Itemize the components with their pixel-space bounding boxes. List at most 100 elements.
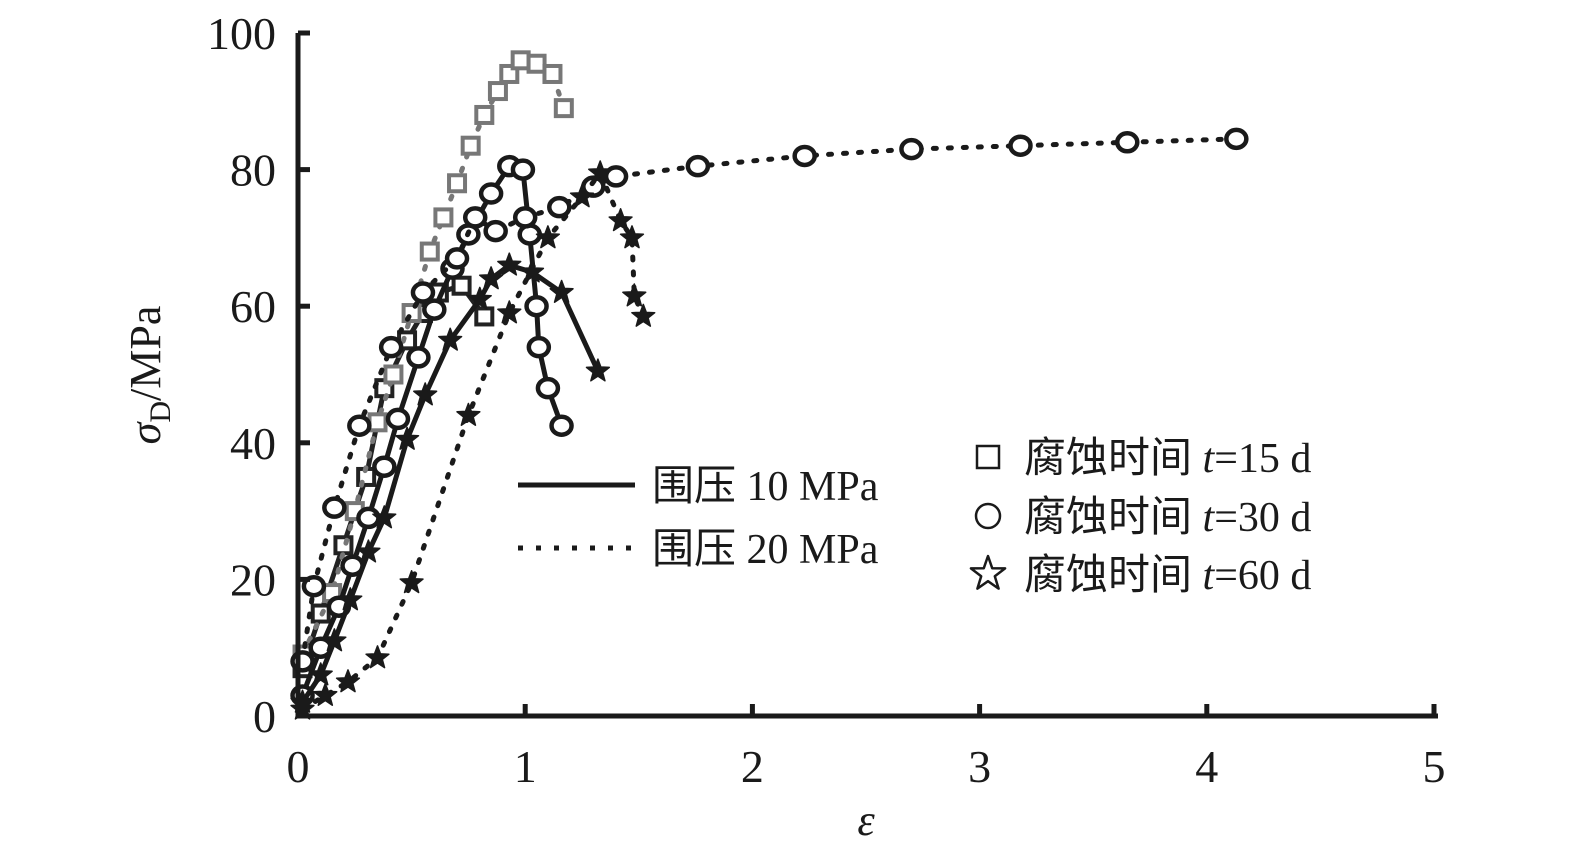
data-point-square xyxy=(383,364,404,385)
data-point-star xyxy=(413,382,438,406)
data-point-star xyxy=(335,669,361,693)
data-point-circle xyxy=(322,496,347,519)
legend-square-label: 腐蚀时间 t=15 d xyxy=(1024,435,1311,482)
data-point-circle xyxy=(792,144,817,168)
data-point-star xyxy=(622,283,647,307)
data-point-circle xyxy=(549,414,574,437)
data-point-circle xyxy=(347,414,372,437)
data-point-star xyxy=(399,570,424,594)
data-point-star xyxy=(467,286,492,310)
data-point-star xyxy=(365,645,390,669)
legend-star-prefix: 腐蚀时间 xyxy=(1024,552,1203,599)
data-point-circle xyxy=(899,137,924,161)
data-point-star xyxy=(619,225,645,249)
data-point-circle xyxy=(356,506,381,530)
x-tick-label: 1 xyxy=(514,741,537,792)
data-point-square xyxy=(460,135,481,156)
data-point-circle xyxy=(524,294,549,318)
legend-circle-var: t xyxy=(1203,495,1216,541)
y-ticks: 0 20 40 60 80 100 xyxy=(207,8,310,742)
legend-solid-label: 围压 10 MPa xyxy=(652,464,879,510)
data-point-square xyxy=(433,207,454,228)
data-point-square xyxy=(367,412,388,433)
legend-square-marker xyxy=(975,444,1001,470)
series-star-dotted xyxy=(290,160,656,720)
data-point-star xyxy=(478,266,504,290)
data-point-circle xyxy=(444,247,470,270)
legend-square-suffix: =15 d xyxy=(1214,436,1311,482)
y-axis-title: σD/MPa xyxy=(121,306,177,445)
data-point-star xyxy=(497,252,522,276)
series-circle-dotted xyxy=(290,127,1249,673)
data-point-circle xyxy=(535,376,561,400)
y-tick-label: 80 xyxy=(230,145,276,196)
x-ticks: 0 1 2 3 4 5 xyxy=(287,704,1446,792)
data-point-square xyxy=(474,306,495,327)
x-tick-label: 4 xyxy=(1195,741,1218,792)
x-axis-title: ε xyxy=(857,796,875,845)
data-point-star xyxy=(438,327,463,351)
data-point-square xyxy=(487,81,508,102)
data-point-square xyxy=(447,173,468,194)
data-point-star xyxy=(313,682,338,706)
data-point-circle xyxy=(378,335,404,359)
data-point-circle xyxy=(372,455,397,478)
legend-dotted-label: 围压 20 MPa xyxy=(652,527,879,573)
data-point-circle xyxy=(385,407,411,431)
series-square-dotted xyxy=(292,50,574,665)
legend-star-var: t xyxy=(1203,553,1216,599)
data-point-circle xyxy=(526,335,552,359)
data-point-star xyxy=(308,662,333,686)
data-point-circle xyxy=(483,219,508,243)
legend-markers: 腐蚀时间 t=15 d 腐蚀时间 t=30 d 腐蚀时间 t=60 d xyxy=(969,435,1311,599)
data-point-star xyxy=(585,358,611,382)
legend-line-styles: 围压 10 MPa 围压 20 MPa xyxy=(518,464,879,573)
y-axis-subscript: D xyxy=(144,401,177,423)
data-point-square xyxy=(510,50,531,71)
data-point-circle xyxy=(410,281,436,304)
data-point-square xyxy=(542,63,563,84)
y-tick-label: 20 xyxy=(230,554,276,605)
data-point-circle xyxy=(406,346,431,369)
legend-square-prefix: 腐蚀时间 xyxy=(1024,435,1203,482)
data-point-circle xyxy=(685,154,711,178)
y-axis-unit: /MPa xyxy=(121,306,170,401)
data-point-star xyxy=(456,402,481,426)
data-point-square xyxy=(451,275,472,296)
series-star-solid xyxy=(290,252,611,713)
data-point-circle xyxy=(512,206,538,229)
data-point-circle xyxy=(1115,131,1140,154)
legend-star-suffix: =60 d xyxy=(1214,553,1311,599)
plot-area xyxy=(290,50,1249,720)
data-point-square xyxy=(553,98,574,119)
axes: 0 1 2 3 4 5 0 20 40 60 80 100 xyxy=(207,8,1446,792)
data-point-circle xyxy=(510,158,536,181)
y-axis-symbol: σ xyxy=(121,420,170,444)
x-tick-label: 5 xyxy=(1423,741,1446,792)
data-point-star xyxy=(338,587,363,611)
data-point-circle xyxy=(547,195,572,219)
legend-square-var: t xyxy=(1203,436,1216,482)
data-point-circle xyxy=(462,206,488,229)
data-point-star xyxy=(535,225,561,249)
legend-star-marker xyxy=(969,554,1007,590)
y-tick-label: 40 xyxy=(230,418,276,469)
data-point-star xyxy=(394,426,420,450)
legend-star-label: 腐蚀时间 t=60 d xyxy=(1024,552,1311,599)
x-tick-label: 3 xyxy=(968,741,991,792)
data-point-star xyxy=(356,539,381,563)
data-point-star xyxy=(631,303,656,327)
data-point-star xyxy=(322,628,347,652)
y-tick-label: 100 xyxy=(207,8,276,59)
legend-circle-suffix: =30 d xyxy=(1214,495,1311,541)
data-point-square xyxy=(474,104,495,125)
series-line xyxy=(300,283,487,671)
data-point-star xyxy=(569,184,595,208)
data-point-circle xyxy=(478,182,504,205)
legend-circle-prefix: 腐蚀时间 xyxy=(1024,494,1203,541)
data-point-star xyxy=(497,300,522,324)
x-tick-label: 2 xyxy=(741,741,764,792)
data-point-circle xyxy=(1008,134,1033,157)
y-tick-label: 0 xyxy=(253,691,276,742)
